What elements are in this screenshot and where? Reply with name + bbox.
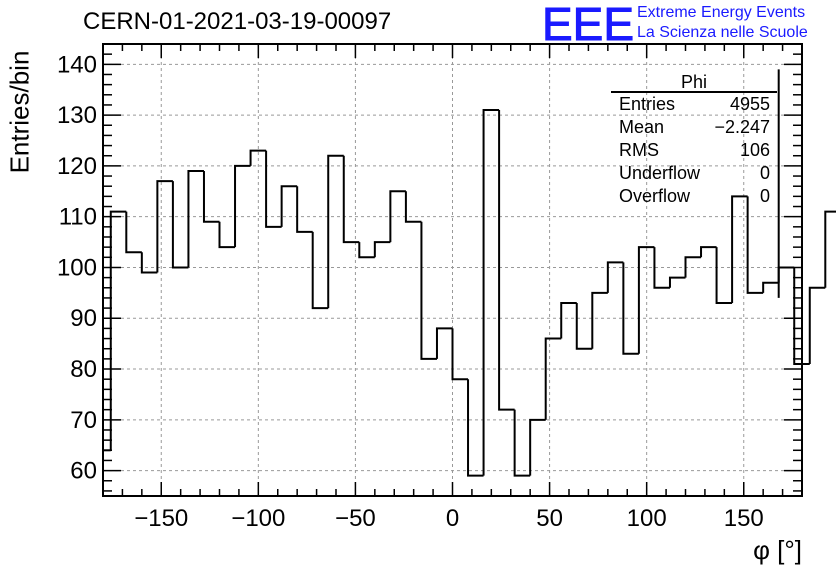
histogram-bin xyxy=(560,302,577,339)
x-tick-label: 0 xyxy=(446,505,459,532)
stats-row-label: Overflow xyxy=(619,186,691,206)
histogram-bin xyxy=(498,110,515,411)
x-tick-label: −50 xyxy=(335,505,376,532)
histogram-bin xyxy=(373,241,391,258)
y-tick-label: 140 xyxy=(57,51,97,78)
histogram-bin xyxy=(653,247,670,289)
histogram-bin xyxy=(296,186,313,233)
y-tick-label: 110 xyxy=(59,204,97,231)
y-tick-label: 70 xyxy=(70,407,97,434)
grid xyxy=(103,44,802,496)
stats-row-value: 4955 xyxy=(730,94,770,114)
y-tick-label: 60 xyxy=(70,458,97,485)
logo-caption-line2: La Scienza nelle Scuole xyxy=(637,24,808,41)
histogram-bin xyxy=(575,303,593,350)
histogram-bin xyxy=(420,221,437,360)
histogram-bin xyxy=(249,149,267,166)
histogram-bin xyxy=(606,261,624,293)
x-tick-label: −150 xyxy=(134,505,188,532)
stats-row-value: 0 xyxy=(760,186,770,206)
tick-labels: −150 −100 −50 0 50 100 150 60 70 80 90 100 110 120 130… xyxy=(57,51,764,532)
histogram-bin xyxy=(218,221,236,249)
histogram-bin xyxy=(435,327,453,359)
histogram-bin xyxy=(668,276,686,288)
stats-row-label: Entries xyxy=(619,94,675,114)
histogram-bin xyxy=(544,337,562,420)
axis-ticks xyxy=(102,43,803,496)
y-tick-label: 80 xyxy=(70,356,97,383)
histogram-bin xyxy=(715,247,733,305)
chart-title: CERN-01-2021-03-19-00097 xyxy=(83,8,392,35)
x-axis-label: φ [°] xyxy=(753,535,802,565)
stats-row-value: −2.247 xyxy=(714,117,770,137)
histogram-bin xyxy=(591,291,608,349)
y-tick-label: 120 xyxy=(57,153,97,180)
histogram-bin xyxy=(451,328,469,381)
logo-caption: Extreme Energy Events La Scienza nelle S… xyxy=(637,3,808,43)
histogram-bin xyxy=(482,109,500,476)
histogram-bin xyxy=(202,170,220,223)
histogram-bin xyxy=(777,266,795,283)
histogram-bin xyxy=(637,246,655,354)
histogram-bin xyxy=(700,246,717,258)
histogram-bin xyxy=(513,409,531,477)
histogram-bin xyxy=(824,210,836,288)
histogram-bin xyxy=(467,379,484,477)
stats-row-value: 0 xyxy=(760,163,770,183)
x-tick-label: 150 xyxy=(724,505,764,532)
histogram-bin xyxy=(622,262,639,355)
histogram-bin xyxy=(280,185,298,227)
y-tick-label: 130 xyxy=(57,102,97,129)
x-tick-label: 100 xyxy=(627,505,667,532)
histogram-bin xyxy=(125,211,142,254)
stats-row-label: RMS xyxy=(619,140,659,160)
y-tick-label: 100 xyxy=(57,254,97,281)
histogram-bin xyxy=(342,155,360,244)
stats-title: Phi xyxy=(681,72,707,92)
histogram-bin xyxy=(808,286,826,364)
histogram-bin xyxy=(156,180,173,273)
x-tick-label: 50 xyxy=(536,505,563,532)
histogram-bin xyxy=(731,195,748,304)
histogram-bin xyxy=(311,231,329,310)
stats-row-value: 106 xyxy=(740,140,770,160)
histogram-bin xyxy=(140,252,158,274)
histogram xyxy=(103,69,836,477)
histogram-bin xyxy=(265,150,282,228)
eee-logo: EEE xyxy=(542,0,634,44)
histogram-bin xyxy=(358,242,375,259)
stats-row-label: Underflow xyxy=(619,163,701,183)
histogram-bin xyxy=(762,281,779,293)
histogram-bin xyxy=(234,164,251,248)
histogram-bin xyxy=(529,418,546,476)
stats-row-label: Mean xyxy=(619,117,664,137)
x-tick-label: −100 xyxy=(231,505,285,532)
stats-box: Phi Entries 4955 Mean −2.247 RMS 106 Underflow 0… xyxy=(611,72,777,206)
logo-caption-line1: Extreme Energy Events xyxy=(637,4,806,21)
logo-mark: EEE xyxy=(542,0,634,44)
y-tick-label: 90 xyxy=(70,305,97,332)
histogram-bin xyxy=(109,210,127,451)
histogram-bin xyxy=(746,196,764,294)
histogram-bin xyxy=(389,190,406,243)
histogram-bin xyxy=(171,181,189,269)
histogram-bin xyxy=(793,267,810,365)
histogram-bin xyxy=(327,154,344,309)
histogram-bin xyxy=(684,256,702,278)
histogram-bin xyxy=(404,191,422,223)
histogram-bin xyxy=(187,169,204,268)
